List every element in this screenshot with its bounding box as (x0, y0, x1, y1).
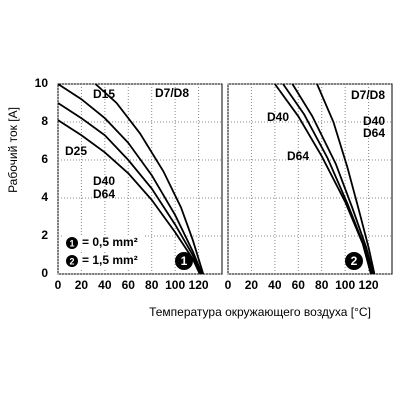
y-tick-label: 8 (41, 114, 48, 128)
curve-label: D64 (363, 126, 385, 140)
x-tick-label: 0 (55, 278, 62, 292)
legend-marker (66, 237, 78, 249)
x-tick-label: 20 (245, 278, 259, 292)
x-tick-label: 0 (225, 278, 232, 292)
legend-bg (62, 235, 144, 251)
x-tick-label: 120 (189, 278, 209, 292)
curve-label: D25 (65, 144, 87, 158)
curve (274, 83, 372, 275)
y-tick-label: 6 (41, 152, 48, 166)
curve (57, 102, 202, 275)
panel-marker (175, 252, 193, 270)
curve (316, 83, 376, 275)
curve (282, 83, 373, 275)
curve-label: D40 (363, 114, 385, 128)
legend-marker-label: 2 (69, 256, 74, 266)
curve-label: D7/D8 (155, 86, 189, 100)
legend-marker (66, 255, 78, 267)
y-tick-label: 0 (41, 266, 48, 280)
x-tick-label: 120 (359, 278, 379, 292)
x-tick-label: 100 (335, 278, 355, 292)
y-tick-label: 2 (41, 228, 48, 242)
y-tick-label: 10 (35, 76, 49, 90)
curve (291, 83, 375, 275)
x-tick-label: 20 (75, 278, 89, 292)
x-tick-label: 40 (268, 278, 282, 292)
x-tick-label: 60 (122, 278, 136, 292)
curve (94, 83, 205, 275)
x-tick-label: 80 (145, 278, 159, 292)
x-tick-label: 40 (98, 278, 112, 292)
panel-marker-label: 1 (181, 254, 188, 268)
x-tick-label: 100 (165, 278, 185, 292)
y-axis-label: Рабочий ток [A] (6, 107, 20, 193)
curve (57, 83, 203, 275)
legend-marker-label: 1 (69, 238, 74, 248)
legend-label: = 0,5 mm² (82, 235, 138, 249)
curve-label: D7/D8 (351, 88, 385, 102)
x-axis-label: Температура окружающего воздуха [°C] (149, 305, 371, 319)
legend-label: = 1,5 mm² (82, 253, 138, 267)
y-tick-label: 4 (41, 190, 48, 204)
x-tick-label: 60 (292, 278, 306, 292)
legend-bg (62, 253, 144, 269)
curve-label: D40 (267, 110, 289, 124)
curve-label: D40 (93, 174, 115, 188)
x-tick-label: 80 (315, 278, 329, 292)
panel-marker (345, 252, 363, 270)
curve-label: D64 (93, 187, 115, 201)
curve-label: D64 (287, 149, 309, 163)
panel-marker-label: 2 (351, 254, 358, 268)
